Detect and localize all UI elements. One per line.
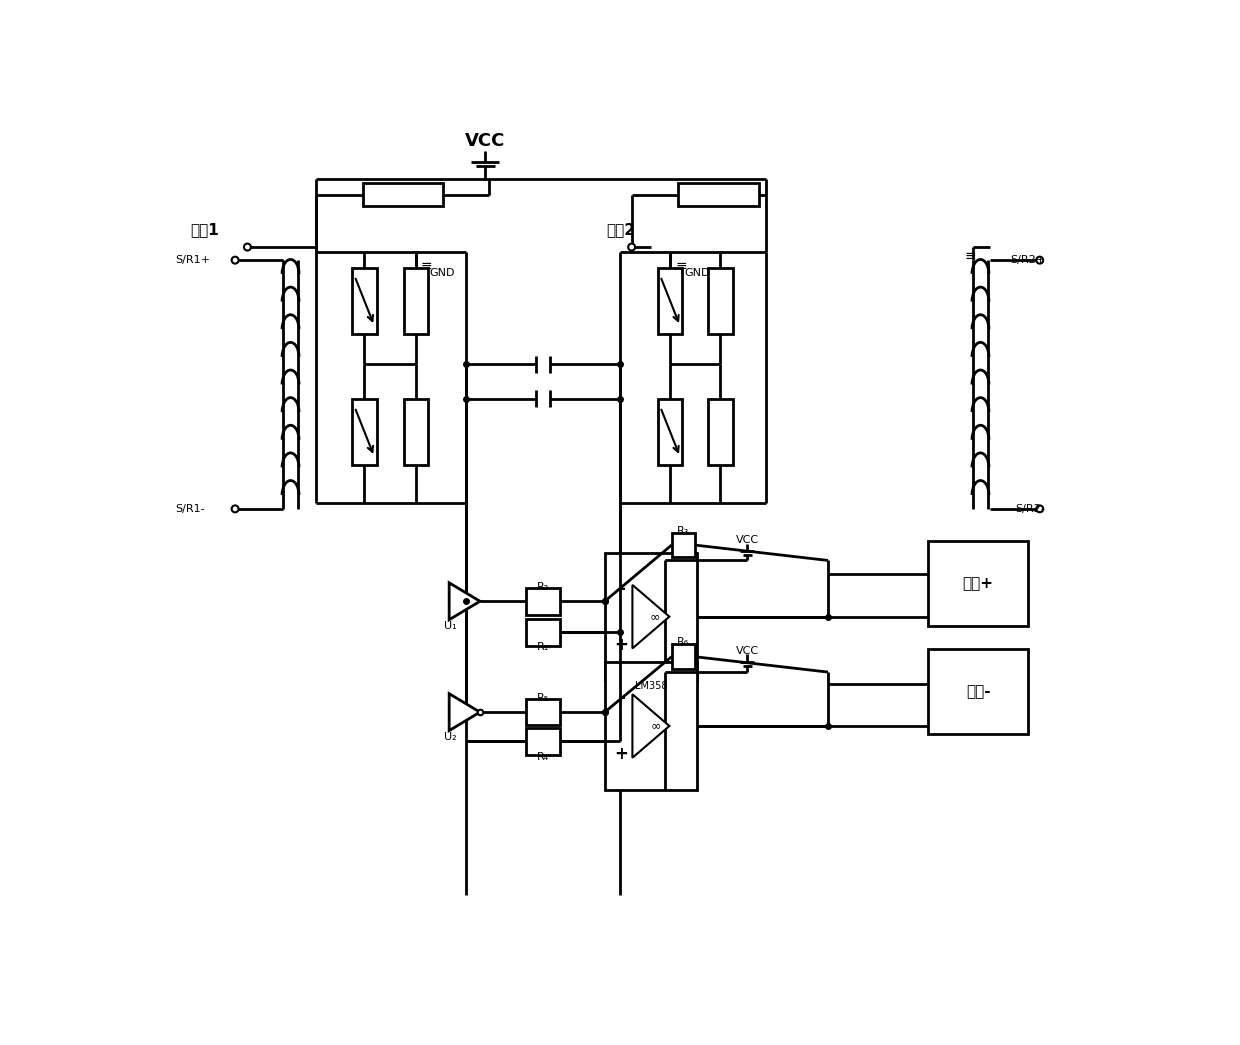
Circle shape (232, 257, 238, 263)
Bar (404, 399, 428, 465)
Bar (526, 587, 560, 614)
Text: +: + (614, 635, 629, 653)
Polygon shape (449, 694, 480, 730)
Bar (928, 541, 1028, 626)
Polygon shape (632, 585, 670, 648)
Text: U₂: U₂ (444, 732, 458, 742)
Text: VCC: VCC (735, 646, 759, 655)
Circle shape (244, 243, 250, 251)
Circle shape (232, 506, 238, 512)
Bar (708, 399, 733, 465)
Text: U₁: U₁ (444, 621, 458, 631)
Text: 偏置2: 偏置2 (606, 222, 635, 237)
Text: VCC: VCC (465, 132, 506, 149)
Polygon shape (632, 694, 670, 758)
Bar (362, 183, 444, 206)
Bar (672, 645, 694, 669)
Text: R₁: R₁ (537, 642, 549, 652)
Polygon shape (449, 583, 480, 620)
Text: S/R2-: S/R2- (1016, 504, 1045, 514)
Text: S/R2+: S/R2+ (1011, 255, 1045, 265)
Text: R₄: R₄ (537, 751, 549, 762)
Bar (678, 183, 759, 206)
Bar (526, 619, 560, 646)
Text: -: - (618, 689, 625, 707)
Text: ∞: ∞ (650, 720, 661, 733)
Text: R₃: R₃ (677, 527, 689, 536)
Text: S/R1-: S/R1- (175, 504, 205, 514)
Text: ≡: ≡ (420, 258, 432, 273)
Bar (605, 553, 697, 680)
Bar (658, 269, 682, 333)
Text: VCC: VCC (735, 535, 759, 544)
Text: R₂: R₂ (537, 582, 549, 593)
Circle shape (1037, 257, 1043, 263)
Text: GND: GND (684, 269, 709, 278)
Bar (928, 649, 1028, 734)
Bar (708, 269, 733, 333)
Text: GND: GND (429, 269, 455, 278)
Text: LM358: LM358 (635, 681, 667, 692)
Text: R₅: R₅ (537, 693, 549, 702)
Bar (658, 399, 682, 465)
Bar (672, 533, 694, 557)
Text: -: - (618, 580, 625, 598)
Circle shape (629, 243, 635, 251)
Text: 偏置1: 偏置1 (191, 222, 219, 237)
Text: 输出+: 输出+ (962, 576, 993, 591)
Text: ∞: ∞ (650, 610, 660, 623)
Bar (605, 663, 697, 790)
Text: S/R1+: S/R1+ (175, 255, 210, 265)
Bar (352, 269, 377, 333)
Bar (404, 269, 428, 333)
Text: +: + (614, 745, 629, 763)
Bar (526, 728, 560, 754)
Text: ≡: ≡ (965, 250, 976, 263)
Text: 输出-: 输出- (966, 683, 991, 699)
Bar (352, 399, 377, 465)
Text: R₆: R₆ (677, 637, 689, 647)
Circle shape (1037, 506, 1043, 512)
Text: ≡: ≡ (675, 258, 687, 273)
Bar (526, 699, 560, 725)
